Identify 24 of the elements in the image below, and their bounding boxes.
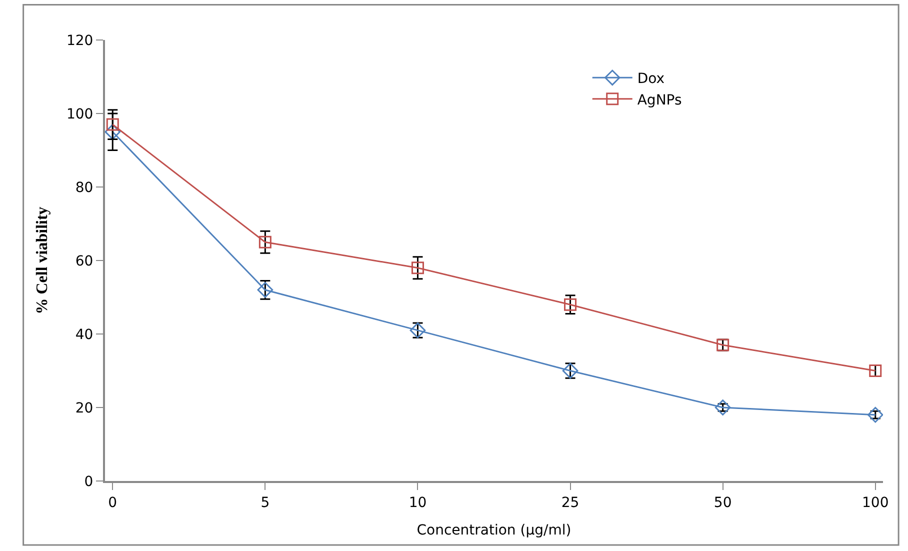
point: [106, 118, 119, 131]
x-axis-title: Concentration (µg/ml): [416, 522, 572, 539]
x-tick-label: 5: [260, 494, 270, 511]
x-tick-label: 0: [108, 494, 118, 511]
point: [411, 262, 424, 274]
y-tick-label: 80: [75, 180, 94, 196]
y-tick-label: 40: [75, 326, 94, 343]
legend-label: AgNPs: [637, 92, 682, 108]
y-tick-label: 20: [75, 400, 94, 416]
y-tick-label: 60: [75, 253, 94, 270]
y-tick-label: 0: [84, 474, 94, 490]
y-axis-title: % Cell viability: [34, 206, 51, 314]
x-tick-label: 25: [561, 494, 580, 511]
x-tick-label: 100: [862, 494, 889, 511]
point: [105, 124, 121, 140]
point: [714, 400, 731, 416]
x-tick-label: 50: [714, 494, 732, 511]
y-tick-label: 120: [66, 32, 94, 49]
y-tick-label: 100: [66, 106, 94, 122]
point: [867, 406, 883, 423]
x-tick-label: 10: [408, 494, 427, 511]
point: [564, 298, 577, 311]
legend-label: Dox: [637, 71, 665, 88]
point: [258, 236, 272, 248]
